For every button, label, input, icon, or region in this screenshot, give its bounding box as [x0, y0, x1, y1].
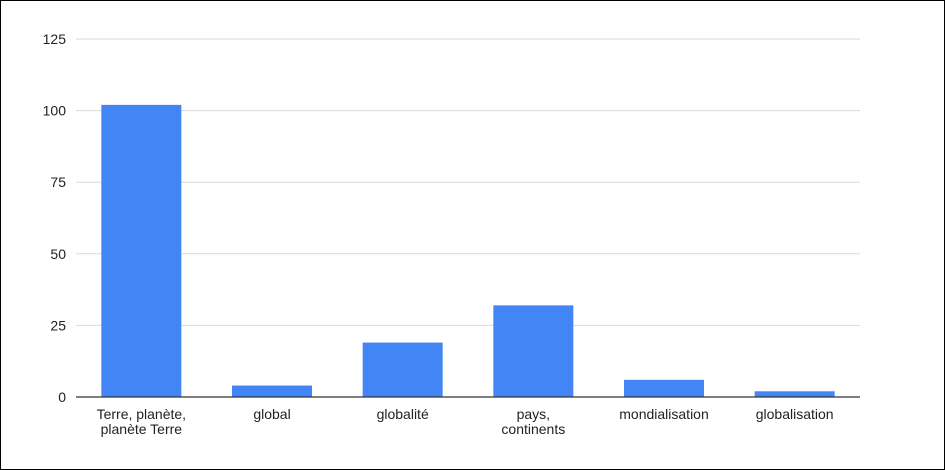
x-tick-label-line: Terre, planète,	[97, 406, 187, 422]
bar	[232, 385, 312, 397]
bar	[754, 391, 835, 397]
x-tick-label: globalisation	[756, 406, 834, 422]
x-tick-label-line: globalité	[377, 406, 429, 422]
bar	[362, 342, 443, 397]
x-tick-label: pays, continents	[501, 406, 565, 437]
bar	[101, 104, 182, 397]
x-tick-label-line: mondialisation	[619, 406, 709, 422]
x-tick-label-line: planète Terre	[101, 421, 183, 437]
x-tick-label-line: continents	[501, 421, 565, 437]
x-tick-label: mondialisation	[619, 406, 709, 422]
bars	[101, 104, 835, 397]
y-tick-label: 75	[50, 174, 66, 190]
y-tick-label: 0	[58, 389, 66, 405]
bar	[624, 379, 704, 397]
y-tick-label: 100	[43, 103, 67, 119]
x-tick-label-line: global	[253, 406, 290, 422]
bar	[493, 305, 574, 397]
y-tick-labels: 0 25 50 75 100 125	[43, 31, 67, 405]
y-tick-label: 25	[50, 317, 66, 333]
x-tick-label-line: globalisation	[756, 406, 834, 422]
x-tick-label: global	[253, 406, 290, 422]
x-tick-labels: Terre, planète, planète Terre global global…	[97, 406, 834, 437]
x-tick-label-line: pays,	[517, 406, 550, 422]
y-tick-label: 50	[50, 246, 66, 262]
x-tick-label: globalité	[377, 406, 429, 422]
gridlines	[76, 38, 860, 326]
x-tick-label: Terre, planète, planète Terre	[97, 406, 187, 437]
y-tick-label: 125	[43, 31, 67, 47]
